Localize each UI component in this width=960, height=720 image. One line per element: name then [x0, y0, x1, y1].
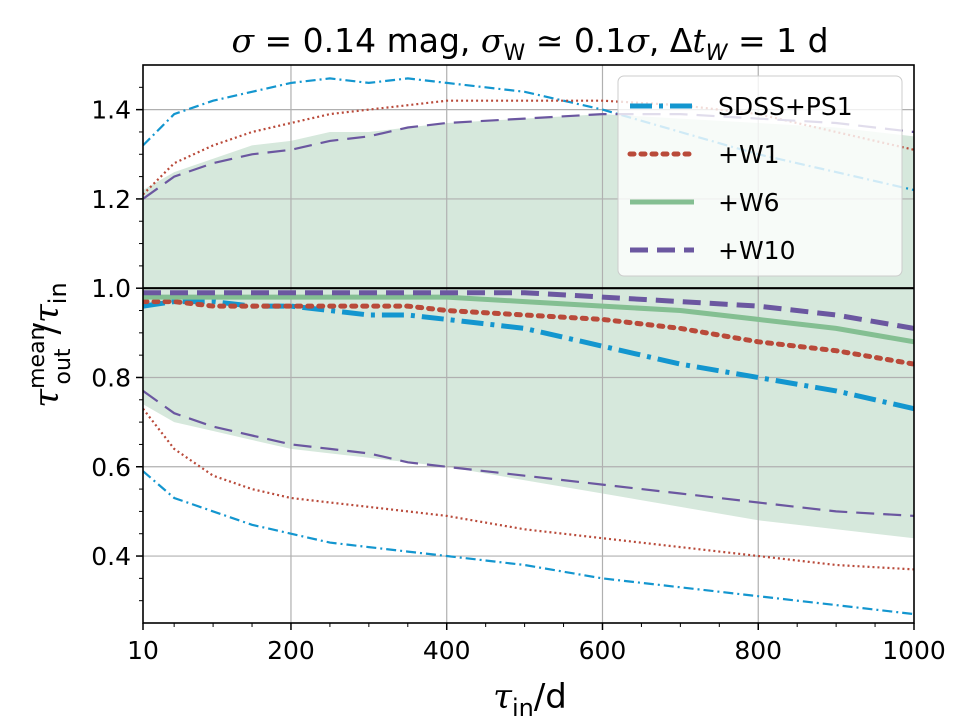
chart-title: σ = 0.14 mag, σW ≃ 0.1σ, ΔtW = 1 d: [231, 21, 828, 66]
x-tick-label: 10: [127, 636, 159, 665]
x-tick-label: 800: [734, 636, 782, 665]
y-tick-label: 0.6: [91, 453, 131, 482]
legend: SDSS+PS1 +W1 +W6 +W10: [617, 75, 903, 277]
x-tick-label: 400: [423, 636, 471, 665]
y-tick-label: 0.4: [91, 542, 131, 571]
legend-box: [617, 75, 903, 277]
series-sdss-ps1-mean: [143, 299, 914, 412]
plot-frame: [142, 64, 915, 624]
series--w10-lower: [143, 390, 914, 517]
legend-label: SDSS+PS1: [718, 92, 853, 121]
y-tick-label: 1.2: [91, 185, 131, 214]
y-tick-label: 1.0: [91, 274, 131, 303]
legend-label: +W6: [718, 188, 780, 217]
legend-label: +W10: [718, 236, 795, 265]
series--w1-mean: [143, 299, 914, 367]
y-axis-label: τmeanout/τin: [25, 282, 76, 407]
x-axis-label: τin/d: [493, 677, 567, 720]
legend-label: +W1: [718, 140, 780, 169]
x-tick-label: 600: [579, 636, 627, 665]
x-tick-label: 200: [267, 636, 315, 665]
series--w6-mean: [143, 294, 914, 345]
y-tick-label: 0.8: [91, 363, 131, 392]
series--w1-lower: [143, 408, 914, 571]
x-tick-label: 1000: [882, 636, 946, 665]
y-tick-label: 1.4: [91, 96, 131, 125]
series--w10-mean: [143, 290, 914, 331]
series-sdss-ps1-lower: [143, 470, 914, 616]
